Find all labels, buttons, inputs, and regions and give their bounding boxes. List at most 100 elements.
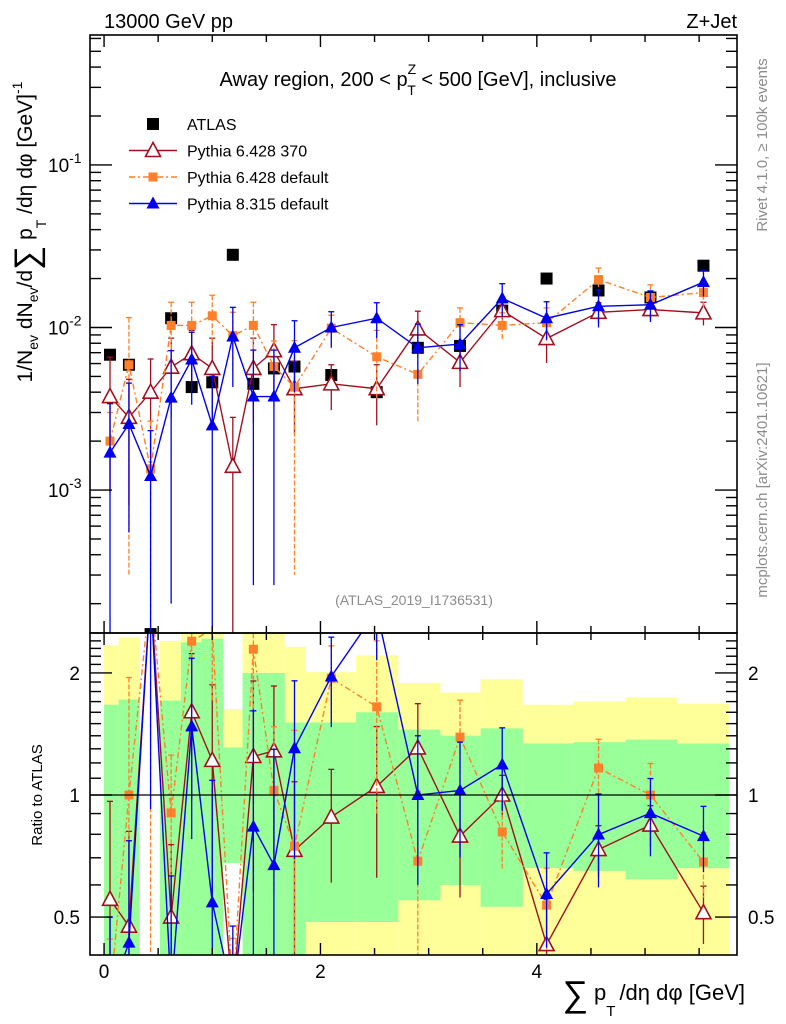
header-energy: 13000 GeV pp: [104, 11, 233, 33]
y-axis-label-part: -1: [9, 81, 25, 94]
analysis-id: (ATLAS_2019_I1736531): [335, 592, 493, 608]
legend-label-pythia-6-428-370: Pythia 6.428 370: [187, 144, 307, 161]
x-tick-label: 2: [315, 962, 326, 983]
y-axis-label-part: ev: [25, 288, 41, 303]
y-axis-label-part: T: [33, 219, 49, 228]
pythia-8-315-default-marker: [205, 418, 219, 431]
pythia-8-315-default-marker: [287, 340, 301, 353]
x-axis-label: ∑ pT/dη dφ [GeV]: [562, 973, 745, 1020]
pythia-8-315-default-ratio-marker: [287, 741, 301, 754]
pythia-8-315-default-marker: [122, 416, 136, 429]
pythia-8-315-default-ratio-marker: [643, 806, 657, 819]
legend-marker-pythia-6-428-370: [144, 140, 162, 158]
pythia-6-428-default-marker: [248, 320, 258, 330]
ratio-band-stat: [284, 722, 306, 955]
pythia-8-315-default-marker: [267, 389, 281, 402]
y-axis-label-part: 1/N: [14, 350, 37, 383]
pythia-8-315-default-marker: [540, 311, 554, 324]
pythia-6-428-370-marker: [101, 386, 119, 404]
y-tick-label: 10-3: [48, 475, 82, 502]
pythia-6-428-default-marker: [124, 360, 134, 370]
y-axis-label-part: ev: [25, 335, 41, 350]
pythia-6-428-370-line: [109, 308, 704, 467]
pythia-8-315-default-marker: [103, 445, 117, 458]
pythia-8-315-default-ratio-marker: [205, 895, 219, 908]
pythia-6-428-370-ratio-marker: [101, 889, 119, 907]
pythia-6-428-default-marker: [187, 320, 197, 330]
pythia-8-315-default-marker: [324, 320, 338, 333]
pythia-6-428-default-line: [109, 278, 704, 470]
y-tick-base: 10: [48, 318, 69, 339]
y-tick-base: 10: [48, 156, 69, 177]
header-process: Z+Jet: [686, 11, 737, 33]
legend: ATLAS Pythia 6.428 370 Pythia 6.428 defaul…: [129, 117, 329, 214]
pythia-6-428-default-ratio-marker: [497, 827, 507, 837]
pythia-6-428-default-ratio-marker: [594, 763, 604, 773]
pythia-6-428-370-ratio-marker: [322, 807, 341, 824]
x-tick-label: 0: [99, 962, 110, 983]
pythia-6-428-default-ratio-marker: [372, 702, 382, 712]
pythia-6-428-370-marker: [223, 456, 242, 474]
pythia-8-315-default-marker: [370, 311, 384, 324]
ratio-y-tick-label: 1: [69, 786, 80, 807]
pythia-6-428-default-marker: [372, 352, 382, 362]
y-tick-label: 10-2: [48, 312, 82, 339]
pythia-8-315-default-ratio-marker: [411, 788, 425, 801]
atlas-marker: [226, 248, 239, 261]
pythia-8-315-default-marker: [696, 275, 710, 288]
atlas-marker: [540, 272, 553, 285]
pythia-6-428-default-marker: [166, 320, 176, 330]
pythia-6-428-default-marker: [207, 311, 217, 321]
ratio-y-tick-label-right: 0.5: [748, 908, 774, 929]
rivet-label: Rivet 4.1.0, ≥ 100k events: [754, 58, 771, 231]
y-axis-label-part: dN: [14, 302, 37, 335]
pythia-8-315-default-marker: [643, 297, 657, 310]
axes: 0 2 410-110-210-30.5 0.51 12 2: [48, 34, 774, 983]
ratio-frame: [89, 632, 738, 956]
pythia-6-428-default-ratio-marker: [166, 808, 176, 818]
y-axis-label-part: p: [14, 228, 37, 246]
legend-label-pythia-8-315-default: Pythia 8.315 default: [187, 197, 329, 214]
pythia-8-315-default-ratio-marker: [324, 669, 338, 682]
pythia-6-428-370-marker: [203, 358, 222, 376]
chart-title: Away region, 200 < pZ T < 500 [GeV], incl…: [220, 61, 617, 98]
y-tick-label: 10-1: [48, 150, 82, 177]
legend-marker-pythia-8-315-default: [146, 196, 160, 209]
legend-label-atlas: ATLAS: [187, 117, 237, 134]
legend-marker-pythia-6-428-default: [148, 172, 158, 182]
y-axis-label-part: ∑: [8, 246, 46, 270]
y-tick-exponent: -3: [69, 475, 82, 491]
pythia-8-315-default-ratio-marker: [453, 783, 467, 796]
ratio-y-tick-label: 2: [69, 664, 80, 685]
pythia-6-428-default-ratio-marker: [187, 636, 197, 646]
pythia-8-315-default-ratio-marker: [592, 827, 606, 840]
pythia-8-315-default-marker: [495, 291, 509, 304]
main-panel-series: [101, 248, 713, 633]
y-tick-base: 10: [48, 481, 69, 502]
pythia-6-428-default-marker: [497, 320, 507, 330]
pythia-6-428-default-ratio-marker: [455, 732, 465, 742]
ratio-y-tick-label-right: 1: [748, 786, 759, 807]
legend-marker-atlas: [147, 118, 159, 130]
ratio-band-stat: [522, 743, 574, 869]
pythia-8-315-default-marker: [164, 390, 178, 403]
pythia-6-428-370-marker: [141, 382, 160, 399]
pythia-6-428-370-marker: [322, 374, 341, 391]
pythia-8-315-default-ratio-marker: [540, 886, 554, 899]
pythia-8-315-default-ratio-marker: [185, 719, 199, 732]
ratio-band-stat: [398, 729, 441, 901]
pythia-6-428-default-marker: [455, 318, 465, 328]
x-tick-label: 4: [532, 962, 543, 983]
y-axis-label-part: /d: [14, 270, 37, 288]
mcplots-label: mcplots.cern.ch [arXiv:2401.10621]: [754, 362, 771, 597]
ratio-panel-series: [101, 633, 713, 955]
y-tick-exponent: -2: [69, 312, 82, 328]
ratio-y-tick-label: 0.5: [54, 908, 80, 929]
pythia-6-428-370-marker: [694, 303, 713, 320]
ratio-band-stat: [159, 700, 181, 955]
pythia-6-428-default-ratio-marker: [248, 644, 258, 654]
ratio-band-stat: [223, 747, 243, 863]
pythia-8-315-default-marker: [185, 352, 199, 365]
pythia-8-315-default-marker: [226, 329, 240, 342]
legend-label-pythia-6-428-default: Pythia 6.428 default: [187, 170, 329, 187]
